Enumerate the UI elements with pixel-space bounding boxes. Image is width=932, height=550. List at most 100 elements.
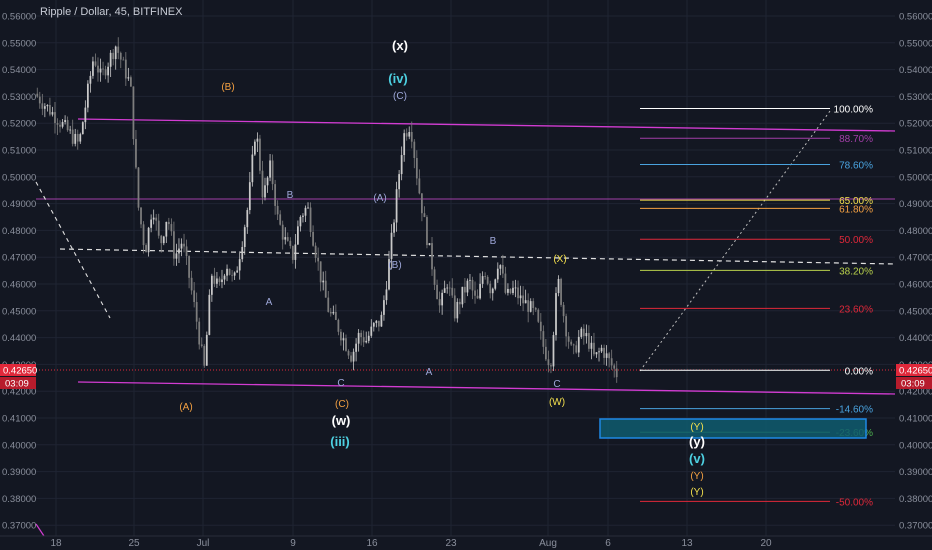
candle-body [542, 331, 545, 347]
candle-body [443, 288, 446, 293]
candle-body [385, 289, 388, 301]
candle-body [393, 222, 395, 233]
y-tick-label-right: 0.51000 [899, 146, 932, 157]
candle-body [200, 344, 203, 346]
wave-label: C [337, 378, 344, 389]
candle-body [410, 131, 413, 142]
y-tick-label-right: 0.52000 [899, 119, 932, 130]
candle-body [317, 257, 320, 262]
y-tick-label-left: 0.50000 [2, 172, 36, 183]
candle-body [61, 122, 64, 127]
candle-body [243, 227, 246, 247]
candle-body [66, 120, 69, 131]
candle-body [527, 300, 530, 312]
wave-label: (y) [689, 434, 705, 449]
candle-body [130, 77, 132, 87]
candle-body [585, 333, 588, 337]
candle-body [74, 133, 77, 144]
chart-title: Ripple / Dollar, 45, BITFINEX [40, 6, 183, 18]
candle-body [552, 335, 555, 367]
candle-body [54, 112, 56, 124]
candle-body [544, 346, 547, 360]
y-tick-label-right: 0.53000 [899, 92, 932, 103]
wave-label: (Y) [690, 487, 703, 498]
candle-body [367, 335, 370, 341]
candle-body [49, 104, 51, 115]
y-tick-label-right: 0.46000 [899, 280, 932, 291]
candle-body [264, 185, 266, 198]
candle-body [122, 59, 125, 61]
candle-body [350, 355, 352, 362]
fib-level-label: 78.60% [839, 160, 873, 171]
wave-label: (B) [221, 82, 234, 93]
candle-body [76, 133, 79, 142]
wave-label: (C) [393, 91, 407, 102]
candle-body [286, 237, 289, 241]
candle-body [228, 268, 231, 275]
fibonacci-levels: 100.00% 88.70% 78.60% 65.00%61.80% 50.00% 38.… [599, 104, 873, 508]
candle-body [140, 207, 142, 225]
candle-body [415, 158, 418, 179]
candle-body [119, 52, 122, 60]
candle-body [593, 342, 595, 355]
candle-body [380, 314, 383, 327]
y-tick-label-left: 0.56000 [2, 12, 36, 23]
candle-body [71, 129, 74, 144]
candle-body [314, 245, 317, 258]
candle-body [210, 275, 213, 295]
timer-tag-right [896, 377, 932, 389]
candle-body [170, 224, 173, 232]
candle-body [216, 278, 218, 284]
candle-body [395, 189, 398, 223]
candles [36, 37, 618, 383]
candle-body [522, 295, 524, 304]
candle-body [150, 219, 153, 228]
candle-body [534, 307, 537, 310]
wave-label: (B) [388, 260, 401, 271]
candle-body [342, 338, 345, 341]
candle-body [572, 344, 575, 346]
candle-body [512, 287, 514, 294]
price-tag-right [896, 364, 932, 376]
candle-body [155, 217, 158, 221]
candle-body [486, 276, 489, 284]
candle-body [441, 292, 444, 306]
candle-body [496, 268, 499, 280]
y-tick-label-left: 0.39000 [2, 467, 36, 478]
x-axis[interactable]: 18 25 Jul 9 16 23 Aug 6 13 20 [0, 535, 932, 549]
fib-level-label: 0.00% [845, 366, 873, 377]
fib-level-label: 38.20% [839, 266, 873, 277]
candle-body [114, 46, 117, 60]
candle-body [59, 124, 61, 127]
candle-body [221, 279, 223, 283]
trend-lines [35, 110, 896, 537]
y-tick-label-right: 0.45000 [899, 306, 932, 317]
y-tick-label-left: 0.47000 [2, 253, 36, 264]
candle-body [81, 122, 84, 135]
fib-level-label: 88.70% [839, 134, 873, 145]
candle-body [261, 170, 264, 198]
candle-body [271, 160, 274, 185]
candle-body [46, 104, 49, 107]
y-tick-label-left: 0.52000 [2, 119, 36, 130]
y-tick-label-left: 0.41000 [2, 414, 36, 425]
candle-body [92, 61, 94, 76]
wave-labels: (x) (iv) (C) (B) B (A) B (X) (B) A A C C (A) (C) (W) (w)… [179, 38, 705, 498]
candle-body [598, 351, 600, 353]
candle-body [362, 337, 365, 343]
y-tick-label-right: 0.48000 [899, 226, 932, 237]
candle-body [142, 224, 145, 246]
candle-body [474, 290, 476, 296]
candle-body [433, 269, 436, 285]
target-zone-box [599, 418, 867, 439]
wave-label: (Y) [690, 471, 703, 482]
candle-body [279, 214, 282, 225]
candle-body [173, 231, 175, 259]
y-tick-label-right: 0.50000 [899, 172, 932, 183]
candle-body [565, 316, 568, 337]
candle-body [84, 107, 87, 123]
y-tick-label-left: 0.54000 [2, 65, 36, 76]
candle-body [610, 358, 613, 366]
